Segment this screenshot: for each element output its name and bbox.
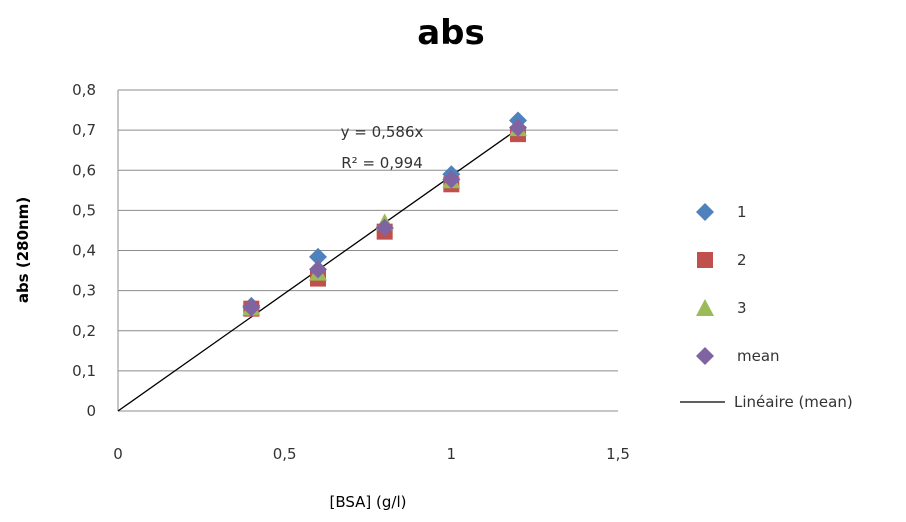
legend-marker <box>696 203 714 221</box>
axes <box>117 90 618 412</box>
y-tick-label: 0,3 <box>72 282 96 300</box>
trendline-r-squared: R² = 0,994 <box>341 154 422 172</box>
data-point <box>442 170 461 189</box>
legend-marker <box>697 252 713 268</box>
legend-label: 1 <box>737 203 747 221</box>
series-mean <box>242 118 527 317</box>
y-tick-label: 0,8 <box>72 81 96 99</box>
x-tick-label: 0 <box>113 445 123 463</box>
legend-label: Linéaire (mean) <box>734 393 853 411</box>
data-point <box>309 260 327 279</box>
series-3 <box>242 119 527 316</box>
data-points <box>242 111 527 317</box>
x-tick-label: 0,5 <box>273 445 297 463</box>
y-tick-labels: 0 0,1 0,2 0,3 0,4 0,5 0,6 0,7 0,8 <box>72 81 96 420</box>
legend: 1 2 3 mean Linéaire (mean) <box>680 203 853 411</box>
legend-marker <box>696 347 714 365</box>
legend-item-1: 1 <box>696 203 747 221</box>
data-point <box>242 298 261 317</box>
y-tick-label: 0,4 <box>72 242 96 260</box>
legend-item-2: 2 <box>697 251 747 269</box>
legend-item-trendline: Linéaire (mean) <box>680 393 853 411</box>
x-tick-labels: 0 0,5 1 1,5 <box>113 445 630 463</box>
legend-item-mean: mean <box>696 347 780 365</box>
y-tick-label: 0,2 <box>72 322 96 340</box>
y-axis-label: abs (280nm) <box>14 197 32 303</box>
y-tick-label: 0,6 <box>72 161 96 179</box>
legend-label: 2 <box>737 251 747 269</box>
x-axis-label: [BSA] (g/l) <box>329 493 406 511</box>
data-point <box>309 247 327 266</box>
legend-marker <box>696 299 714 316</box>
y-tick-label: 0,5 <box>72 201 96 219</box>
x-tick-label: 1,5 <box>606 445 630 463</box>
data-point <box>509 118 527 137</box>
legend-label: mean <box>737 347 780 365</box>
legend-item-3: 3 <box>696 299 747 317</box>
data-point <box>375 218 394 237</box>
legend-label: 3 <box>737 299 747 317</box>
y-tick-label: 0,1 <box>72 362 96 380</box>
y-tick-label: 0,7 <box>72 121 96 139</box>
trendline-equation: y = 0,586x <box>341 123 424 141</box>
x-tick-label: 1 <box>447 445 457 463</box>
gridlines <box>118 89 618 372</box>
y-tick-label: 0 <box>86 402 96 420</box>
series-1 <box>242 111 527 315</box>
chart-title: abs <box>417 13 485 53</box>
